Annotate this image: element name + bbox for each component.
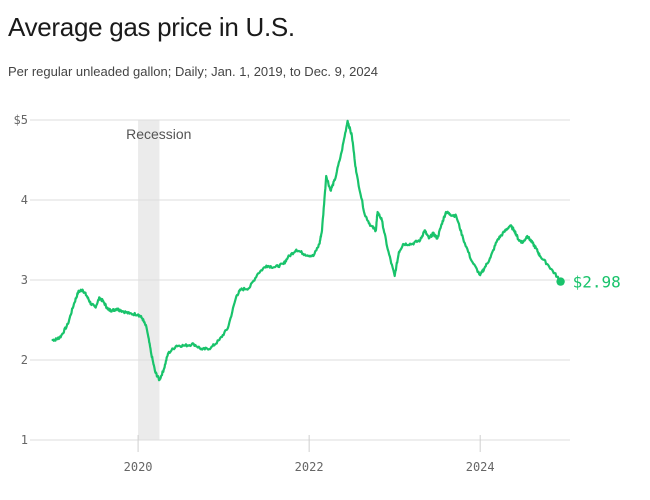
x-tick-label: 2020 [124, 460, 153, 474]
x-tick-label: 2022 [295, 460, 324, 474]
y-tick-label: 4 [21, 193, 28, 207]
y-tick-label: 2 [21, 353, 28, 367]
series-line-gas-price [51, 119, 562, 382]
recession-label: Recession [126, 126, 191, 142]
axes-group: 1 2 3 4 $5 2020 2022 2024 [14, 113, 495, 474]
chart-title: Average gas price in U.S. [8, 12, 295, 42]
series-group [51, 119, 565, 382]
chart-subtitle: Per regular unleaded gallon; Daily; Jan.… [8, 64, 379, 79]
x-tick-label: 2024 [466, 460, 495, 474]
labels-group: Recession $2.98 [126, 126, 621, 292]
y-tick-label: $5 [14, 113, 28, 127]
y-tick-label: 1 [21, 433, 28, 447]
gridlines-group [30, 119, 570, 452]
series-end-point [556, 277, 565, 286]
y-tick-label: 3 [21, 273, 28, 287]
end-value-label: $2.98 [573, 273, 621, 292]
